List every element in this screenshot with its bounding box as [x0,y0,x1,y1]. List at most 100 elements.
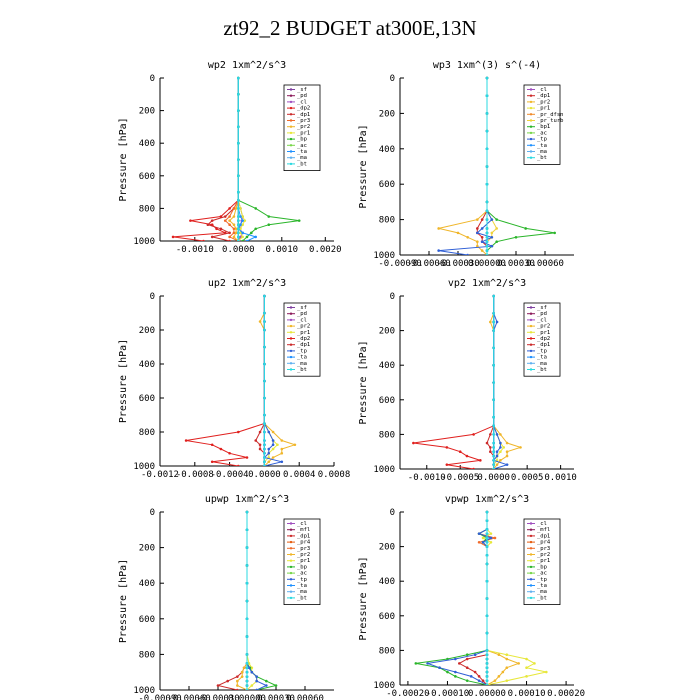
x-tick-label: -0.00010 [426,689,469,699]
data-point [485,675,489,678]
legend-label: _dp1 [537,533,550,539]
data-point [267,215,271,218]
legend-marker [289,94,293,97]
legend-label: _ta [537,355,547,361]
data-point [271,439,275,442]
data-point [228,239,231,241]
data-point [499,459,502,462]
data-point [499,450,502,454]
legend-marker [289,534,293,538]
data-point [274,684,278,687]
data-point [465,666,469,669]
data-point [267,451,271,455]
legend-marker [529,324,533,328]
legend-marker [529,331,533,334]
legend-label: _sf [297,87,307,93]
legend-label: _cl [297,317,307,323]
data-point [267,460,271,464]
data-point [495,240,498,244]
x-tick-label: 0.0000 [248,470,281,480]
data-point [254,235,257,239]
legend-marker [529,547,533,550]
x-tick-label: 0.0020 [309,245,342,255]
data-point [228,235,231,239]
chart-panel-2: wp3 1xm^(3) s^(-4) Pressure [hPa] 0 200 400 6… [358,60,574,269]
data-point [206,223,210,226]
data-point [237,158,240,161]
legend-marker [529,596,533,600]
legend-label: _pr3 [537,546,550,552]
data-point [480,249,484,252]
legend-marker [289,553,293,556]
x-tick-label: 0.00000 [468,259,506,269]
data-point [485,76,489,80]
y-tick-label: 200 [379,327,395,337]
data-point [499,441,502,445]
data-point [489,532,493,535]
data-point [454,675,457,678]
data-point [245,684,249,687]
legend-marker [289,547,293,550]
page-title: zt92_2 BUDGET at300E,13N [223,16,477,40]
legend-marker [529,565,533,569]
data-point [492,346,495,350]
y-tick-label: 600 [139,394,155,404]
legend-marker [289,528,293,531]
legend-label: _bt [537,155,547,161]
data-point [505,441,509,445]
data-point [237,141,240,145]
data-point [237,174,240,178]
legend-marker [289,578,293,581]
data-point [263,422,266,425]
y-tick-label: 800 [139,650,155,660]
data-point [489,433,492,436]
data-point [485,579,489,583]
legend-marker [529,362,533,365]
series-line-bp [246,512,278,690]
data-point [245,599,249,603]
legend-label: _pr2 [537,99,550,105]
data-point [232,227,236,231]
data-point [489,536,493,540]
legend-label: _dp1 [537,342,550,348]
data-point [245,675,249,678]
legend-marker [289,584,293,587]
data-point [239,207,242,210]
legend-label: _bt [297,367,307,373]
data-point [237,190,240,194]
data-point [254,227,257,231]
legend: _cl_dp1_pr2_pr1_pr_dfsn_pr_turb_bp1_ac_t… [523,84,564,165]
legend-marker [289,131,293,135]
legend-marker [289,312,293,315]
legend-label: _dp1 [297,533,310,539]
legend-marker [529,144,533,147]
legend-marker [289,368,293,371]
data-point [485,597,489,600]
data-point [476,231,479,235]
legend-label: _ma [297,155,307,161]
x-tick-label: -0.0010 [176,245,214,255]
data-point [519,446,522,449]
data-point [239,223,242,226]
y-tick-label: 1000 [133,462,155,472]
legend-label: _ma [537,361,547,367]
legend: _cl_mfl_dp1_pr4_pr3_pr2_pr1_bp_ac_tp_ta_… [283,518,321,605]
data-point [276,443,279,447]
data-point [473,653,477,657]
data-point [245,235,249,239]
data-point [490,231,494,235]
y-tick-label: 200 [139,326,155,336]
data-point [263,362,266,366]
data-point [232,215,236,218]
legend-label: _pr2 [297,124,310,130]
x-tick-label: 0.00060 [526,259,564,269]
data-point [223,219,227,222]
data-point [485,649,489,652]
legend-marker [289,362,293,365]
data-point [250,684,254,687]
data-point [237,219,240,222]
legend-marker [529,113,533,116]
data-point [485,528,489,531]
data-point [458,450,462,454]
data-point [492,398,495,402]
